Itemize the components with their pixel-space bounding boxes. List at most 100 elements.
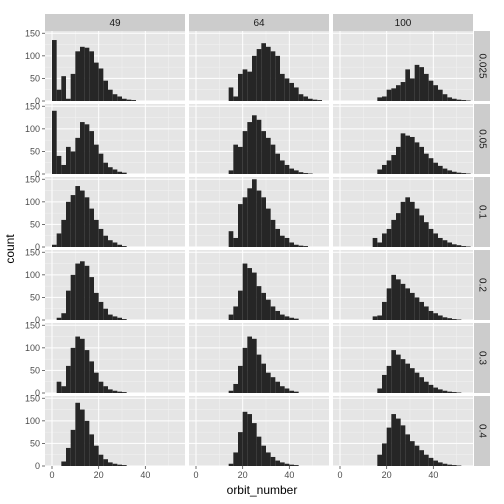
histogram-bar (443, 391, 448, 393)
histogram-bar (243, 131, 248, 174)
histogram-bar (447, 242, 452, 247)
histogram-bar (75, 264, 80, 320)
histogram-bar (280, 386, 285, 393)
panel-0.2-64 (189, 250, 329, 320)
y-tick-label: 100 (25, 51, 40, 61)
histogram-bar (433, 461, 438, 466)
histogram-bar (238, 74, 243, 101)
histogram-bar (303, 246, 308, 247)
histogram-bar (373, 238, 378, 247)
histogram-bar (122, 392, 127, 393)
histogram-bar (410, 441, 415, 466)
histogram-bar (238, 204, 243, 247)
histogram-bar (424, 74, 429, 101)
histogram-bar (289, 318, 294, 320)
histogram-bar (252, 179, 257, 247)
histogram-bar (80, 47, 85, 101)
histogram-bar (233, 96, 238, 101)
histogram-bar (275, 382, 280, 393)
histogram-bar (57, 382, 62, 393)
histogram-bar (452, 172, 457, 174)
histogram-bar (266, 47, 271, 101)
histogram-bar (117, 392, 122, 393)
histogram-bar (252, 339, 257, 393)
histogram-bar (261, 446, 266, 466)
histogram-bar (313, 100, 318, 101)
histogram-bar (433, 163, 438, 174)
histogram-bar (108, 167, 113, 174)
histogram-bar (247, 188, 252, 247)
panel-0.05-64 (189, 104, 329, 174)
histogram-bar (447, 465, 452, 466)
histogram-bar (447, 97, 452, 101)
y-tick-label: 50 (30, 219, 40, 229)
histogram-bar (117, 96, 122, 101)
histogram-bar (280, 160, 285, 174)
histogram-bar (433, 85, 438, 101)
histogram-bar (308, 99, 313, 101)
histogram-bar (66, 202, 71, 247)
histogram-bar (275, 229, 280, 247)
histogram-bar (80, 410, 85, 466)
histogram-bar (113, 316, 118, 320)
histogram-bar (285, 464, 290, 466)
histogram-bar (103, 459, 108, 466)
histogram-bar (415, 65, 420, 101)
histogram-bar (415, 297, 420, 320)
histogram-bar (257, 120, 262, 174)
histogram-bar (52, 111, 57, 174)
histogram-bar (382, 233, 387, 247)
histogram-bar (52, 40, 57, 101)
histogram-bar (271, 306, 276, 320)
histogram-bar (457, 100, 462, 101)
y-tick-label: 100 (25, 197, 40, 207)
histogram-bar (247, 268, 252, 320)
x-tick-label: 0 (337, 470, 342, 480)
x-tick-label: 0 (49, 470, 54, 480)
histogram-bar (429, 229, 434, 247)
histogram-bar (243, 264, 248, 320)
histogram-bar (80, 261, 85, 320)
histogram-bar (452, 99, 457, 101)
histogram-bar (387, 288, 392, 320)
facet-col-label: 64 (253, 18, 265, 29)
histogram-bar (391, 220, 396, 247)
histogram-bar (429, 458, 434, 466)
histogram-bar (266, 209, 271, 247)
histogram-bar (271, 51, 276, 101)
panel-0.4-64 (189, 396, 329, 466)
y-tick-label: 100 (25, 270, 40, 280)
histogram-bar (103, 309, 108, 320)
histogram-bar (461, 173, 466, 174)
histogram-bar (85, 124, 90, 174)
histogram-bar (461, 100, 466, 101)
x-tick-label: 20 (94, 470, 104, 480)
histogram-bar (405, 434, 410, 466)
histogram-bar (61, 313, 66, 320)
histogram-bar (71, 195, 76, 247)
x-axis-title: orbit_number (227, 483, 298, 497)
histogram-bar (419, 450, 424, 466)
histogram-bar (252, 423, 257, 466)
histogram-bar (243, 412, 248, 466)
histogram-bar (299, 94, 304, 101)
histogram-bar (257, 191, 262, 247)
histogram-bar (438, 315, 443, 320)
histogram-bar (57, 233, 62, 247)
panel-0.3-64 (189, 323, 329, 393)
histogram-bar (108, 90, 113, 101)
histogram-bar (80, 339, 85, 393)
histogram-bar (257, 355, 262, 393)
histogram-bar (61, 220, 66, 247)
histogram-bar (99, 68, 104, 101)
histogram-bar (419, 147, 424, 174)
histogram-bar (75, 51, 80, 101)
y-tick-label: 150 (25, 174, 40, 184)
histogram-bar (257, 286, 262, 320)
histogram-bar (415, 142, 420, 174)
histogram-bar (117, 172, 122, 174)
histogram-bar (122, 173, 127, 174)
histogram-bar (391, 275, 396, 320)
histogram-bar (80, 122, 85, 174)
histogram-bar (447, 318, 452, 320)
